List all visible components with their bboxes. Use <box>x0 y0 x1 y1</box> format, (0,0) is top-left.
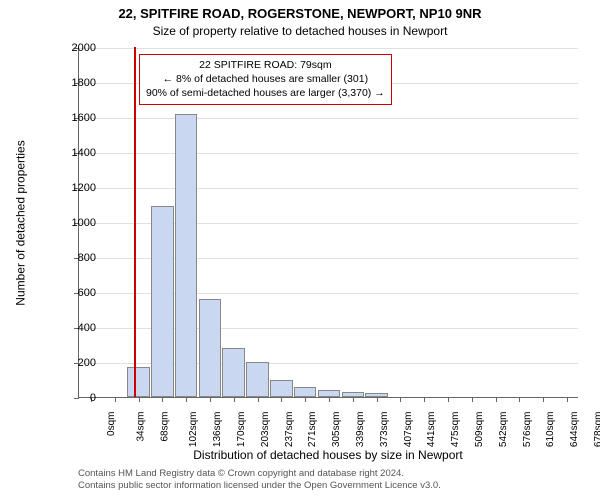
footer-line-2: Contains public sector information licen… <box>78 480 441 492</box>
histogram-bar <box>222 348 245 397</box>
callout-box: 22 SPITFIRE ROAD: 79sqm← 8% of detached … <box>139 54 392 105</box>
plot-area: 22 SPITFIRE ROAD: 79sqm← 8% of detached … <box>78 48 578 398</box>
ytick-label: 800 <box>66 252 96 264</box>
xtick-label: 271sqm <box>307 412 318 448</box>
xtick-label: 136sqm <box>212 412 223 448</box>
histogram-bar <box>294 387 317 398</box>
histogram-bar <box>151 206 174 397</box>
xtick-mark <box>448 397 449 402</box>
xtick-mark <box>496 397 497 402</box>
xtick-label: 34sqm <box>135 412 146 442</box>
xtick-mark <box>162 397 163 402</box>
xtick-label: 102sqm <box>188 412 199 448</box>
ytick-label: 1000 <box>66 217 96 229</box>
y-axis-label-container: Number of detached properties <box>14 48 28 398</box>
property-size-chart: 22, SPITFIRE ROAD, ROGERSTONE, NEWPORT, … <box>0 0 600 500</box>
xtick-label: 0sqm <box>106 412 117 436</box>
xtick-label: 203sqm <box>260 412 271 448</box>
xtick-label: 373sqm <box>379 412 390 448</box>
xtick-mark <box>543 397 544 402</box>
x-axis-label: Distribution of detached houses by size … <box>78 448 578 462</box>
xtick-label: 610sqm <box>546 412 557 448</box>
xtick-mark <box>234 397 235 402</box>
xtick-label: 542sqm <box>498 412 509 448</box>
xtick-mark <box>115 397 116 402</box>
xtick-label: 339sqm <box>355 412 366 448</box>
xtick-label: 407sqm <box>403 412 414 448</box>
xtick-label: 237sqm <box>284 412 295 448</box>
chart-subtitle: Size of property relative to detached ho… <box>0 24 600 38</box>
reference-line <box>134 47 136 397</box>
xtick-label: 305sqm <box>331 412 342 448</box>
xtick-mark <box>281 397 282 402</box>
ytick-label: 1200 <box>66 182 96 194</box>
xtick-mark <box>139 397 140 402</box>
y-axis-label: Number of detached properties <box>14 140 28 305</box>
xtick-mark <box>472 397 473 402</box>
xtick-label: 644sqm <box>569 412 580 448</box>
histogram-bar <box>199 299 222 397</box>
histogram-bar <box>318 390 341 397</box>
xtick-mark <box>329 397 330 402</box>
gridline <box>79 188 578 189</box>
callout-line-1: 22 SPITFIRE ROAD: 79sqm <box>146 58 385 72</box>
xtick-label: 509sqm <box>474 412 485 448</box>
xtick-mark <box>519 397 520 402</box>
xtick-mark <box>567 397 568 402</box>
ytick-label: 2000 <box>66 42 96 54</box>
ytick-label: 1600 <box>66 112 96 124</box>
xtick-mark <box>424 397 425 402</box>
xtick-mark <box>258 397 259 402</box>
ytick-label: 0 <box>66 392 96 404</box>
chart-footer: Contains HM Land Registry data © Crown c… <box>78 468 441 492</box>
footer-line-1: Contains HM Land Registry data © Crown c… <box>78 468 441 480</box>
xtick-mark <box>210 397 211 402</box>
callout-line-2: ← 8% of detached houses are smaller (301… <box>146 72 385 86</box>
xtick-mark <box>186 397 187 402</box>
chart-supertitle: 22, SPITFIRE ROAD, ROGERSTONE, NEWPORT, … <box>0 6 600 21</box>
ytick-label: 400 <box>66 322 96 334</box>
ytick-label: 1400 <box>66 147 96 159</box>
gridline <box>79 153 578 154</box>
ytick-label: 1800 <box>66 77 96 89</box>
histogram-bar <box>246 362 269 397</box>
xtick-label: 475sqm <box>450 412 461 448</box>
histogram-bar <box>175 114 198 398</box>
xtick-mark <box>353 397 354 402</box>
xtick-label: 170sqm <box>236 412 247 448</box>
callout-line-3: 90% of semi-detached houses are larger (… <box>146 86 385 100</box>
gridline <box>79 118 578 119</box>
histogram-bar <box>270 380 293 398</box>
ytick-label: 200 <box>66 357 96 369</box>
histogram-bar <box>127 367 150 397</box>
xtick-label: 678sqm <box>593 412 600 448</box>
ytick-label: 600 <box>66 287 96 299</box>
xtick-label: 441sqm <box>427 412 438 448</box>
xtick-label: 576sqm <box>522 412 533 448</box>
xtick-mark <box>305 397 306 402</box>
gridline <box>79 48 578 49</box>
xtick-mark <box>400 397 401 402</box>
xtick-mark <box>377 397 378 402</box>
xtick-label: 68sqm <box>159 412 170 442</box>
